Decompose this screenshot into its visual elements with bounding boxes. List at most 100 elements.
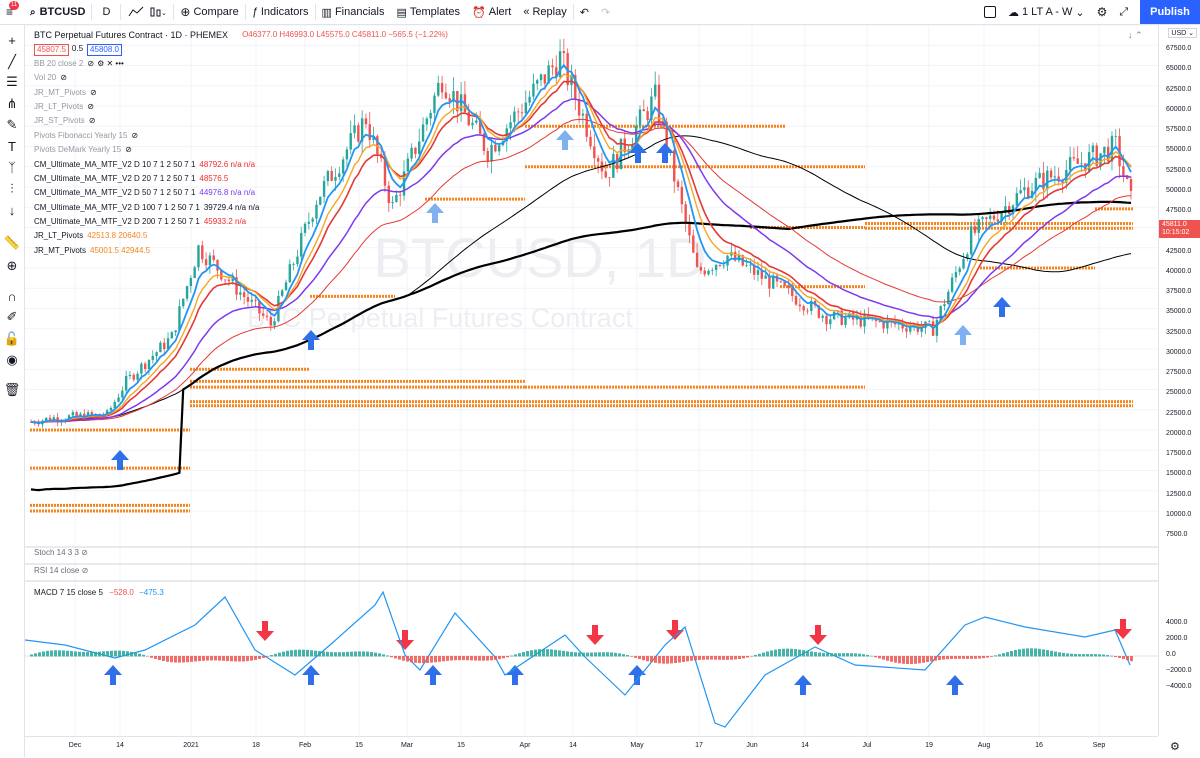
indicators-button[interactable]: ƒ Indicators — [246, 0, 315, 24]
macd-histogram-bar — [990, 656, 993, 657]
indicator-row[interactable]: JR_LT_Pivots ⊘ — [34, 100, 448, 114]
stoch-label[interactable]: Stoch 14 3 3 ⊘ — [34, 548, 88, 557]
interval-button[interactable]: D — [92, 0, 120, 24]
brush-icon[interactable]: ✎ — [6, 117, 18, 132]
macd-histogram-bar — [1070, 653, 1073, 657]
templates-label: Templates — [409, 6, 461, 18]
indicator-row[interactable]: Pivots Fibonacci Yearly 15 ⊘ — [34, 129, 448, 143]
indicator-row[interactable]: CM_Ultimate_MA_MTF_V2 D 200 7 1 2 50 7 1… — [34, 215, 448, 229]
chart-canvas[interactable]: BTCUSD, 1D BTC Perpetual Futures Contrac… — [25, 25, 1158, 736]
legend-title[interactable]: BTC Perpetual Futures Contract · 1D · PH… — [34, 30, 229, 40]
settings-button[interactable]: ⚙ — [1091, 0, 1114, 24]
buy-arrow-icon — [794, 675, 812, 695]
indicator-name: JR_MT_Pivots — [34, 87, 87, 97]
eye-off-icon[interactable]: ⊘ — [88, 116, 96, 126]
indicator-row[interactable]: JR_MT_Pivots 45001.5 42944.5 — [34, 244, 448, 258]
magnet-icon[interactable]: ∩ — [7, 288, 17, 304]
ema-slow-line[interactable] — [30, 73, 1132, 424]
macd-histogram-bar — [570, 651, 573, 657]
indicator-name: CM_Ultimate_MA_MTF_V2 D 200 7 1 2 50 7 1 — [34, 217, 200, 227]
macd-histogram-bar — [1094, 654, 1097, 657]
scale-controls[interactable]: ↓ ⌃ — [1128, 30, 1143, 40]
macd-histogram-bar — [194, 656, 197, 662]
ema-fast-line[interactable] — [30, 63, 1132, 424]
eye-off-icon[interactable]: ⊘ — [131, 130, 139, 140]
chart-type-button[interactable]: ⌄ — [121, 0, 173, 24]
eye-off-icon[interactable]: ⊘ — [81, 566, 89, 575]
horizontal-lines-icon[interactable]: ☰ — [6, 74, 18, 89]
macd-histogram-bar — [242, 656, 245, 662]
menu-button[interactable]: ≡ 11 — [0, 0, 24, 24]
indicator-actions[interactable]: ⚙ ✕ ••• — [97, 58, 124, 68]
indicator-row[interactable]: Pivots DeMark Yearly 15 ⊘ — [34, 143, 448, 157]
ruler-icon[interactable]: 📏 — [3, 235, 21, 250]
lock-icon[interactable]: 🔓 — [3, 331, 21, 346]
macd-histogram-bar — [530, 650, 533, 657]
bid-box[interactable]: 45807.5 — [34, 43, 69, 56]
macd-histogram-bar — [418, 656, 421, 664]
fullscreen-button[interactable]: ⤢ — [1113, 0, 1134, 24]
layout-square-button[interactable] — [978, 0, 1002, 24]
replay-button[interactable]: «Replay — [517, 0, 572, 24]
axis-settings-button[interactable]: ⚙ — [1170, 740, 1180, 753]
eye-off-icon[interactable]: ⊘ — [60, 73, 67, 83]
indicator-row[interactable]: JR_LT_Pivots 42513.8 20640.5 — [34, 229, 448, 243]
time-tick: 18 — [252, 742, 260, 749]
indicator-row[interactable]: JR_ST_Pivots ⊘ — [34, 114, 448, 128]
bid-ask-row: 45807.5 0.5 45808.0 — [34, 42, 448, 56]
crosshair-icon[interactable]: + — [8, 32, 16, 48]
lock-drawing-icon[interactable]: ✐ — [6, 309, 18, 324]
ma-red-slow-line[interactable] — [31, 118, 1132, 423]
compare-button[interactable]: ⊕ Compare — [174, 0, 244, 24]
macd-histogram-bar — [166, 656, 169, 662]
pitchfork-icon[interactable]: ⋔ — [6, 96, 18, 111]
rsi-label[interactable]: RSI 14 close ⊘ — [34, 566, 89, 575]
eye-off-icon[interactable]: ⊘ — [90, 87, 97, 97]
eye-off-icon[interactable]: ⊘ — [87, 58, 95, 68]
text-icon[interactable]: T — [8, 138, 16, 154]
alert-button[interactable]: ⏰ Alert — [466, 0, 517, 24]
ask-box[interactable]: 45808.0 — [87, 43, 122, 56]
trendline-icon[interactable]: ╱ — [8, 54, 16, 69]
pattern-icon[interactable]: ᛉ — [8, 159, 16, 175]
symbol-search[interactable]: ⌕ BTCUSD — [24, 0, 91, 24]
macd-histogram-bar — [722, 656, 725, 660]
forecast-icon[interactable]: ⫶ — [10, 181, 14, 196]
price-tick: 20000.0 — [1166, 429, 1192, 437]
arrow-down-icon[interactable]: ↓ — [8, 202, 16, 218]
eye-off-icon[interactable]: ⊘ — [81, 548, 88, 557]
time-axis[interactable]: ⚙ Dec 14 2021 18 Feb 15 Mar 15 Apr 14 May 17 Jun 14 Ju… — [25, 736, 1180, 758]
eye-off-icon[interactable]: ⊘ — [125, 145, 132, 155]
financials-button[interactable]: ▥ Financials — [316, 0, 391, 24]
zoom-in-icon[interactable]: ⊕ — [6, 258, 18, 273]
indicator-row[interactable]: BB 20 close 2 ⊘ ⚙ ✕ ••• — [34, 57, 448, 71]
layout-select[interactable]: ☁ 1 LT A - W ⌄ — [1002, 0, 1091, 24]
indicator-row[interactable]: Vol 20 ⊘ — [34, 71, 448, 85]
trash-icon[interactable]: 🗑 — [3, 382, 21, 397]
templates-button[interactable]: ▤ Templates — [390, 0, 466, 24]
macd-histogram-bar — [110, 650, 113, 657]
macd-histogram-bar — [234, 656, 237, 662]
macd-histogram-bar — [958, 656, 961, 659]
macd-histogram-bar — [126, 651, 129, 657]
macd-histogram-bar — [942, 656, 945, 660]
indicator-row[interactable]: CM_Ultimate_MA_MTF_V2 D 100 7 1 2 50 7 1… — [34, 201, 448, 215]
eye-icon[interactable]: ◉ — [6, 352, 18, 367]
macd-histogram-bar — [970, 656, 973, 659]
eye-off-icon[interactable]: ⊘ — [87, 101, 94, 111]
macd-label[interactable]: MACD 7 15 close 5 −528.0 −475.3 — [34, 588, 164, 597]
price-scale[interactable]: USD ⌄ 67500.0 65000.0 62500.0 60000.0 57500.… — [1158, 25, 1200, 736]
undo-button[interactable]: ↶ — [574, 0, 595, 24]
redo-button[interactable]: ↷ — [595, 0, 616, 24]
search-icon: ⌕ — [30, 6, 36, 18]
macd-histogram-bar — [174, 656, 177, 663]
currency-select[interactable]: USD ⌄ — [1168, 28, 1197, 38]
publish-button[interactable]: Publish — [1140, 0, 1200, 24]
macd-line[interactable] — [25, 590, 1131, 728]
ma100-line[interactable] — [30, 135, 1132, 424]
sell-arrow-icon — [1114, 619, 1132, 639]
indicator-row[interactable]: JR_MT_Pivots ⊘ — [34, 86, 448, 100]
